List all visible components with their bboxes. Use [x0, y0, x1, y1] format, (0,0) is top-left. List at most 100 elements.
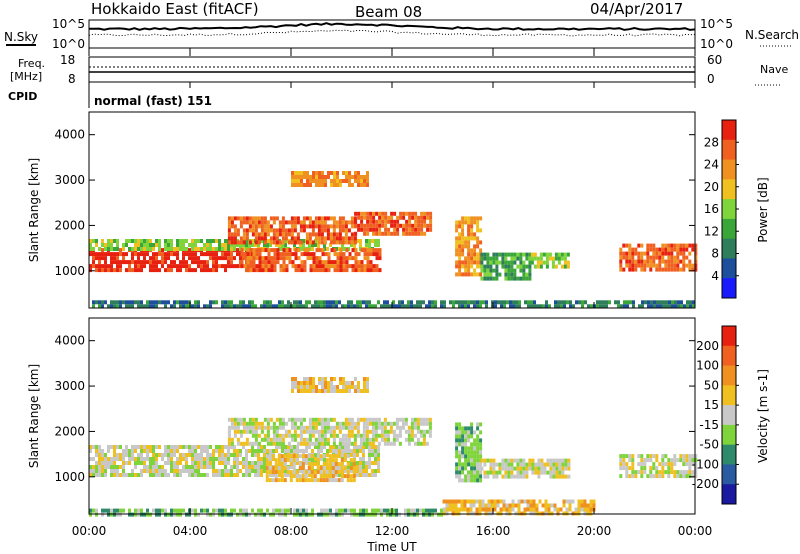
power-cell: [309, 264, 313, 269]
velocity-cell: [188, 453, 191, 457]
velocity-cell: [583, 507, 587, 512]
velocity-cell: [197, 512, 200, 517]
power-cell: [230, 216, 234, 221]
power-cell: [303, 175, 306, 179]
power-cell: [366, 248, 370, 253]
velocity-cell: [416, 437, 420, 442]
power-cell: [272, 228, 276, 233]
velocity-cell: [284, 433, 288, 438]
velocity-cell: [158, 465, 161, 469]
velocity-cell: [416, 421, 420, 426]
velocity-cell: [263, 457, 266, 461]
power-cell: [402, 231, 406, 236]
power-cell: [297, 264, 301, 269]
power-cell: [578, 300, 581, 305]
power-cell: [263, 228, 267, 233]
power-cell: [258, 268, 262, 273]
velocity-cell: [510, 462, 514, 467]
power-cell: [176, 239, 179, 243]
velocity-cell: [547, 507, 551, 512]
power-cell: [658, 251, 662, 256]
power-cell: [288, 248, 292, 253]
velocity-cell: [368, 445, 371, 449]
power-cell: [473, 256, 477, 261]
velocity-cell: [311, 429, 315, 434]
velocity-cell: [431, 512, 434, 517]
power-cell: [569, 304, 572, 309]
power-cell: [455, 272, 459, 277]
power-cell: [233, 256, 236, 261]
power-cell: [426, 211, 430, 216]
power-cell: [264, 248, 268, 253]
velocity-cell: [194, 461, 197, 465]
velocity-cell: [676, 470, 680, 475]
velocity-cell: [309, 385, 312, 389]
velocity-cell: [324, 385, 327, 389]
power-cell: [303, 260, 307, 265]
power-cell: [353, 243, 356, 247]
power-cell: [336, 252, 340, 257]
power-cell: [140, 247, 143, 251]
velocity-cell: [152, 445, 155, 449]
velocity-cell: [346, 454, 350, 459]
velocity-cell: [507, 462, 511, 467]
velocity-cell: [328, 458, 332, 463]
power-cell: [390, 215, 394, 220]
power-cell: [492, 268, 496, 273]
velocity-cell: [224, 512, 227, 517]
power-cell: [267, 268, 271, 273]
power-cell: [293, 216, 297, 221]
velocity-cell: [134, 473, 137, 477]
power-cell: [366, 183, 369, 187]
velocity-cell: [194, 449, 197, 453]
velocity-cell: [239, 433, 243, 438]
power-cell: [566, 264, 570, 269]
power-cell: [350, 232, 354, 237]
power-cell: [221, 247, 224, 251]
power-cell: [140, 300, 143, 305]
velocity-cell: [574, 507, 578, 512]
velocity-cell: [170, 445, 173, 449]
velocity-cell: [476, 470, 480, 475]
power-cell: [188, 252, 191, 257]
velocity-cell: [280, 474, 284, 479]
power-cell: [483, 268, 487, 273]
power-cell: [263, 220, 267, 225]
power-cell: [464, 244, 468, 249]
velocity-cell: [113, 445, 116, 449]
power-cell: [312, 179, 315, 183]
power-cell: [357, 175, 360, 179]
velocity-cell: [128, 457, 131, 461]
velocity-cell: [586, 507, 590, 512]
velocity-cell: [317, 437, 321, 442]
power-cell: [330, 171, 333, 175]
power-cell: [501, 256, 505, 261]
power-cell: [455, 248, 459, 253]
power-cell: [375, 227, 379, 232]
power-cell: [643, 267, 647, 272]
power-cell: [267, 260, 271, 265]
power-cell: [461, 260, 465, 265]
power-cell: [545, 256, 549, 261]
power-cell: [519, 252, 523, 257]
velocity-cell: [619, 462, 623, 467]
velocity-cell: [206, 457, 209, 461]
velocity-cell: [295, 470, 299, 475]
power-cell: [339, 252, 343, 257]
velocity-cell: [286, 466, 290, 471]
power-cell: [311, 228, 315, 233]
power-cell: [140, 264, 143, 269]
velocity-cell: [317, 441, 321, 446]
power-cell: [285, 268, 289, 273]
velocity-cell: [552, 462, 556, 467]
power-cell: [336, 268, 340, 273]
power-cell: [89, 252, 92, 257]
velocity-cell: [479, 450, 483, 455]
velocity-cell: [395, 512, 398, 517]
power-cell: [254, 236, 258, 241]
power-cell: [694, 263, 698, 268]
power-cell: [411, 227, 415, 232]
velocity-cell: [479, 442, 483, 447]
velocity-cell: [278, 437, 282, 442]
y-tick-label: 2000: [54, 218, 85, 232]
